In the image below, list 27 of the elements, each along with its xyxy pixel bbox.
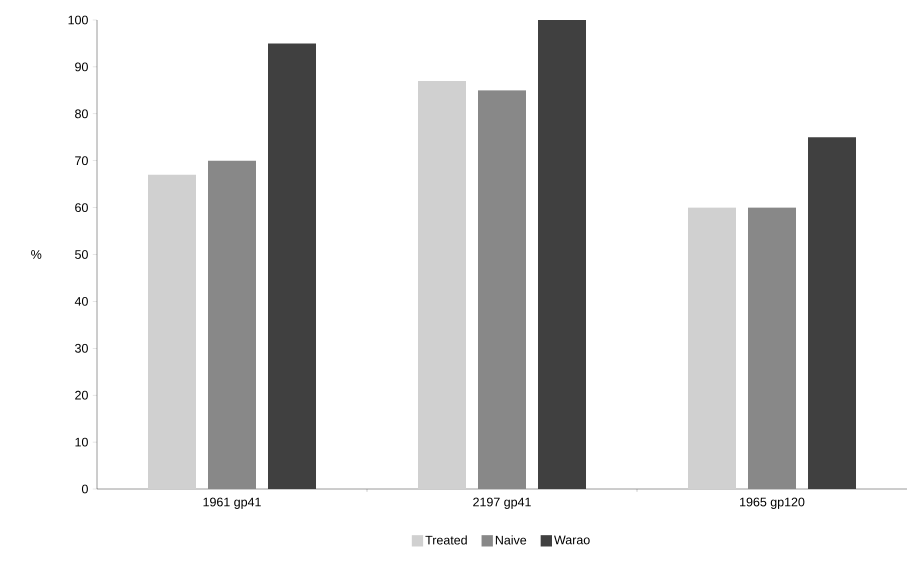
y-tick-label: 90 xyxy=(75,62,88,72)
y-tick-label: 70 xyxy=(75,156,88,166)
legend-label: Treated xyxy=(425,535,467,545)
y-tick-label: 10 xyxy=(76,438,88,447)
bar xyxy=(418,80,466,489)
bar xyxy=(688,208,736,489)
bar xyxy=(808,137,856,489)
y-tick-label: 0 xyxy=(82,484,88,494)
bar xyxy=(478,90,526,489)
bar xyxy=(538,20,586,489)
y-tick-label: 100 xyxy=(68,16,88,24)
legend-label: Warao xyxy=(554,536,590,544)
bar xyxy=(208,160,256,489)
legend-label: Naive xyxy=(496,535,526,545)
x-tick-label: 1965 gp120 xyxy=(740,498,804,509)
y-tick-label: 60 xyxy=(75,203,88,212)
y-tick-label: 30 xyxy=(75,344,88,353)
bar xyxy=(268,43,316,489)
x-tick-label: 1961 gp41 xyxy=(204,498,261,509)
y-tick-label: 80 xyxy=(75,109,88,118)
y-tick-label: 20 xyxy=(75,390,88,400)
y-tick-label: 40 xyxy=(74,296,88,306)
bar xyxy=(748,208,796,489)
y-tick-label: 50 xyxy=(75,250,88,259)
x-tick-label: 2197 gp41 xyxy=(473,498,531,509)
bar xyxy=(148,174,196,489)
y-axis-title: % xyxy=(31,250,42,259)
